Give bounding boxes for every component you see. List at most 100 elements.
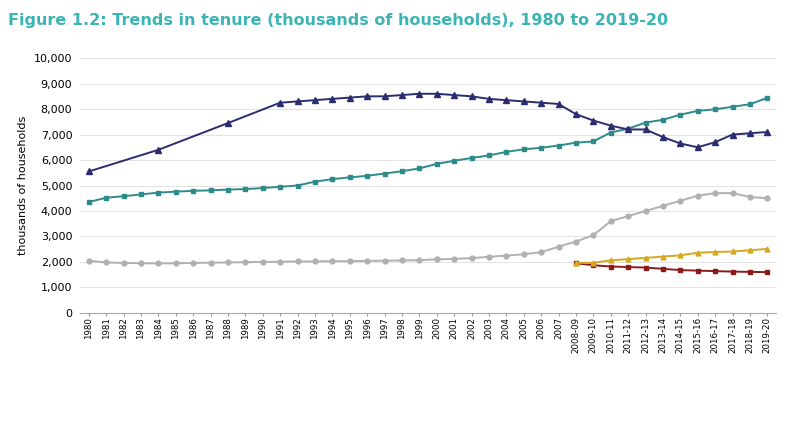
own outright xyxy=(762,95,772,101)
private renters xyxy=(206,260,215,266)
own outright xyxy=(188,188,198,194)
own outright xyxy=(432,161,442,167)
buying with mortgage xyxy=(484,96,494,101)
own outright xyxy=(414,166,424,171)
local authority xyxy=(693,268,702,273)
housing association xyxy=(641,255,650,261)
buying with mortgage xyxy=(554,101,563,107)
own outright xyxy=(536,145,546,151)
Line: local authority: local authority xyxy=(574,261,770,274)
private renters xyxy=(762,196,772,201)
private renters xyxy=(397,258,406,263)
own outright xyxy=(606,130,615,135)
housing association xyxy=(693,250,702,255)
local authority xyxy=(623,264,633,270)
buying with mortgage xyxy=(432,91,442,97)
buying with mortgage xyxy=(414,91,424,97)
private renters xyxy=(188,260,198,266)
buying with mortgage xyxy=(397,93,406,98)
buying with mortgage xyxy=(519,99,529,104)
private renters xyxy=(466,255,476,261)
buying with mortgage xyxy=(762,129,772,135)
private renters xyxy=(241,260,250,265)
private renters xyxy=(362,258,372,264)
buying with mortgage xyxy=(345,95,354,100)
own outright xyxy=(310,179,320,184)
buying with mortgage xyxy=(606,123,615,128)
housing association xyxy=(675,253,685,258)
local authority xyxy=(606,264,615,269)
buying with mortgage xyxy=(466,94,476,99)
private renters xyxy=(745,194,754,200)
own outright xyxy=(571,140,581,145)
housing association xyxy=(606,258,615,263)
buying with mortgage xyxy=(502,97,511,103)
buying with mortgage xyxy=(658,135,668,140)
buying with mortgage xyxy=(693,145,702,150)
own outright xyxy=(136,192,146,197)
private renters xyxy=(327,258,337,264)
local authority xyxy=(589,262,598,268)
own outright xyxy=(745,101,754,107)
own outright xyxy=(693,108,702,114)
local authority xyxy=(728,269,738,274)
private renters xyxy=(275,259,285,264)
Text: Figure 1.2: Trends in tenure (thousands of households), 1980 to 2019-20: Figure 1.2: Trends in tenure (thousands … xyxy=(8,13,668,29)
private renters xyxy=(258,259,267,265)
private renters xyxy=(502,253,511,258)
own outright xyxy=(450,158,459,164)
private renters xyxy=(293,259,302,264)
buying with mortgage xyxy=(380,94,390,99)
buying with mortgage xyxy=(728,132,738,137)
local authority xyxy=(675,267,685,273)
housing association xyxy=(710,249,720,255)
private renters xyxy=(675,198,685,203)
buying with mortgage xyxy=(275,100,285,105)
buying with mortgage xyxy=(327,96,337,101)
private renters xyxy=(414,257,424,263)
private renters xyxy=(641,208,650,214)
buying with mortgage xyxy=(623,127,633,132)
private renters xyxy=(154,261,163,266)
local authority xyxy=(571,261,581,266)
private renters xyxy=(171,261,181,266)
own outright xyxy=(275,184,285,190)
private renters xyxy=(432,257,442,262)
buying with mortgage xyxy=(450,93,459,98)
buying with mortgage xyxy=(745,131,754,136)
own outright xyxy=(380,171,390,176)
own outright xyxy=(154,190,163,195)
private renters xyxy=(380,258,390,263)
private renters xyxy=(450,256,459,261)
housing association xyxy=(623,257,633,262)
own outright xyxy=(102,195,111,200)
Line: housing association: housing association xyxy=(574,246,770,266)
housing association xyxy=(589,260,598,266)
own outright xyxy=(345,175,354,180)
own outright xyxy=(223,187,233,192)
own outright xyxy=(206,188,215,193)
private renters xyxy=(345,258,354,264)
private renters xyxy=(606,219,615,224)
private renters xyxy=(310,259,320,264)
private renters xyxy=(589,232,598,238)
Line: private renters: private renters xyxy=(86,191,770,266)
own outright xyxy=(362,173,372,178)
own outright xyxy=(554,143,563,148)
buying with mortgage xyxy=(571,111,581,117)
buying with mortgage xyxy=(154,147,163,152)
own outright xyxy=(519,147,529,152)
private renters xyxy=(136,261,146,266)
own outright xyxy=(293,183,302,188)
local authority xyxy=(745,269,754,274)
own outright xyxy=(258,186,267,191)
housing association xyxy=(571,260,581,266)
Y-axis label: thousands of households: thousands of households xyxy=(18,116,28,255)
private renters xyxy=(623,213,633,219)
own outright xyxy=(241,186,250,192)
local authority xyxy=(762,270,772,275)
buying with mortgage xyxy=(223,120,233,126)
local authority xyxy=(658,266,668,271)
own outright xyxy=(641,120,650,125)
own outright xyxy=(710,107,720,112)
